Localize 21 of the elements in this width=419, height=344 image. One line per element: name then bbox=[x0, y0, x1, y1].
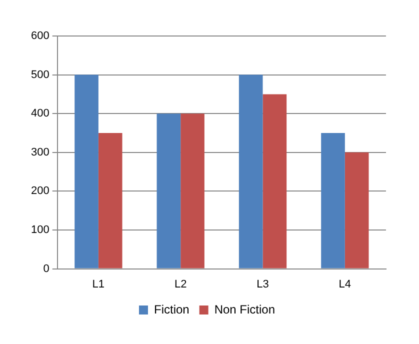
x-tick-label: L1 bbox=[92, 278, 105, 290]
bar bbox=[321, 133, 345, 268]
legend-label: Non Fiction bbox=[214, 302, 276, 316]
y-tick-label: 200 bbox=[30, 185, 50, 198]
y-tick-label: 0 bbox=[43, 262, 50, 275]
y-tick-label: 500 bbox=[30, 68, 50, 81]
bar bbox=[180, 114, 204, 268]
x-tick-label: L4 bbox=[338, 278, 352, 290]
bar bbox=[98, 133, 122, 268]
bar bbox=[156, 114, 181, 268]
y-tick-label: 400 bbox=[30, 108, 50, 120]
x-tick-label: L3 bbox=[256, 278, 269, 290]
legend-label: Fiction bbox=[154, 302, 190, 316]
bar bbox=[74, 74, 98, 268]
y-tick-label: 100 bbox=[30, 224, 50, 236]
bar bbox=[262, 94, 287, 268]
bar bbox=[238, 74, 263, 268]
x-tick-label: L2 bbox=[174, 278, 187, 290]
bar bbox=[344, 152, 369, 268]
y-tick-label: 600 bbox=[30, 30, 50, 42]
y-tick-label: 300 bbox=[30, 146, 50, 158]
